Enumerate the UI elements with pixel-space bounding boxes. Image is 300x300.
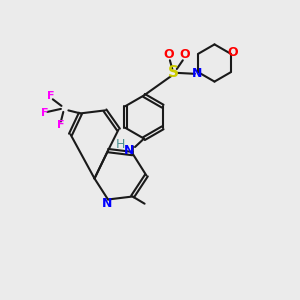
Text: O: O (179, 48, 190, 61)
Text: F: F (56, 119, 64, 130)
Text: N: N (192, 67, 202, 80)
Text: H: H (116, 138, 126, 151)
Text: F: F (47, 91, 54, 101)
Text: S: S (168, 65, 179, 80)
Text: O: O (163, 48, 174, 61)
Text: F: F (41, 107, 48, 118)
Text: O: O (228, 46, 238, 59)
Text: N: N (102, 196, 112, 210)
Text: N: N (124, 143, 134, 157)
